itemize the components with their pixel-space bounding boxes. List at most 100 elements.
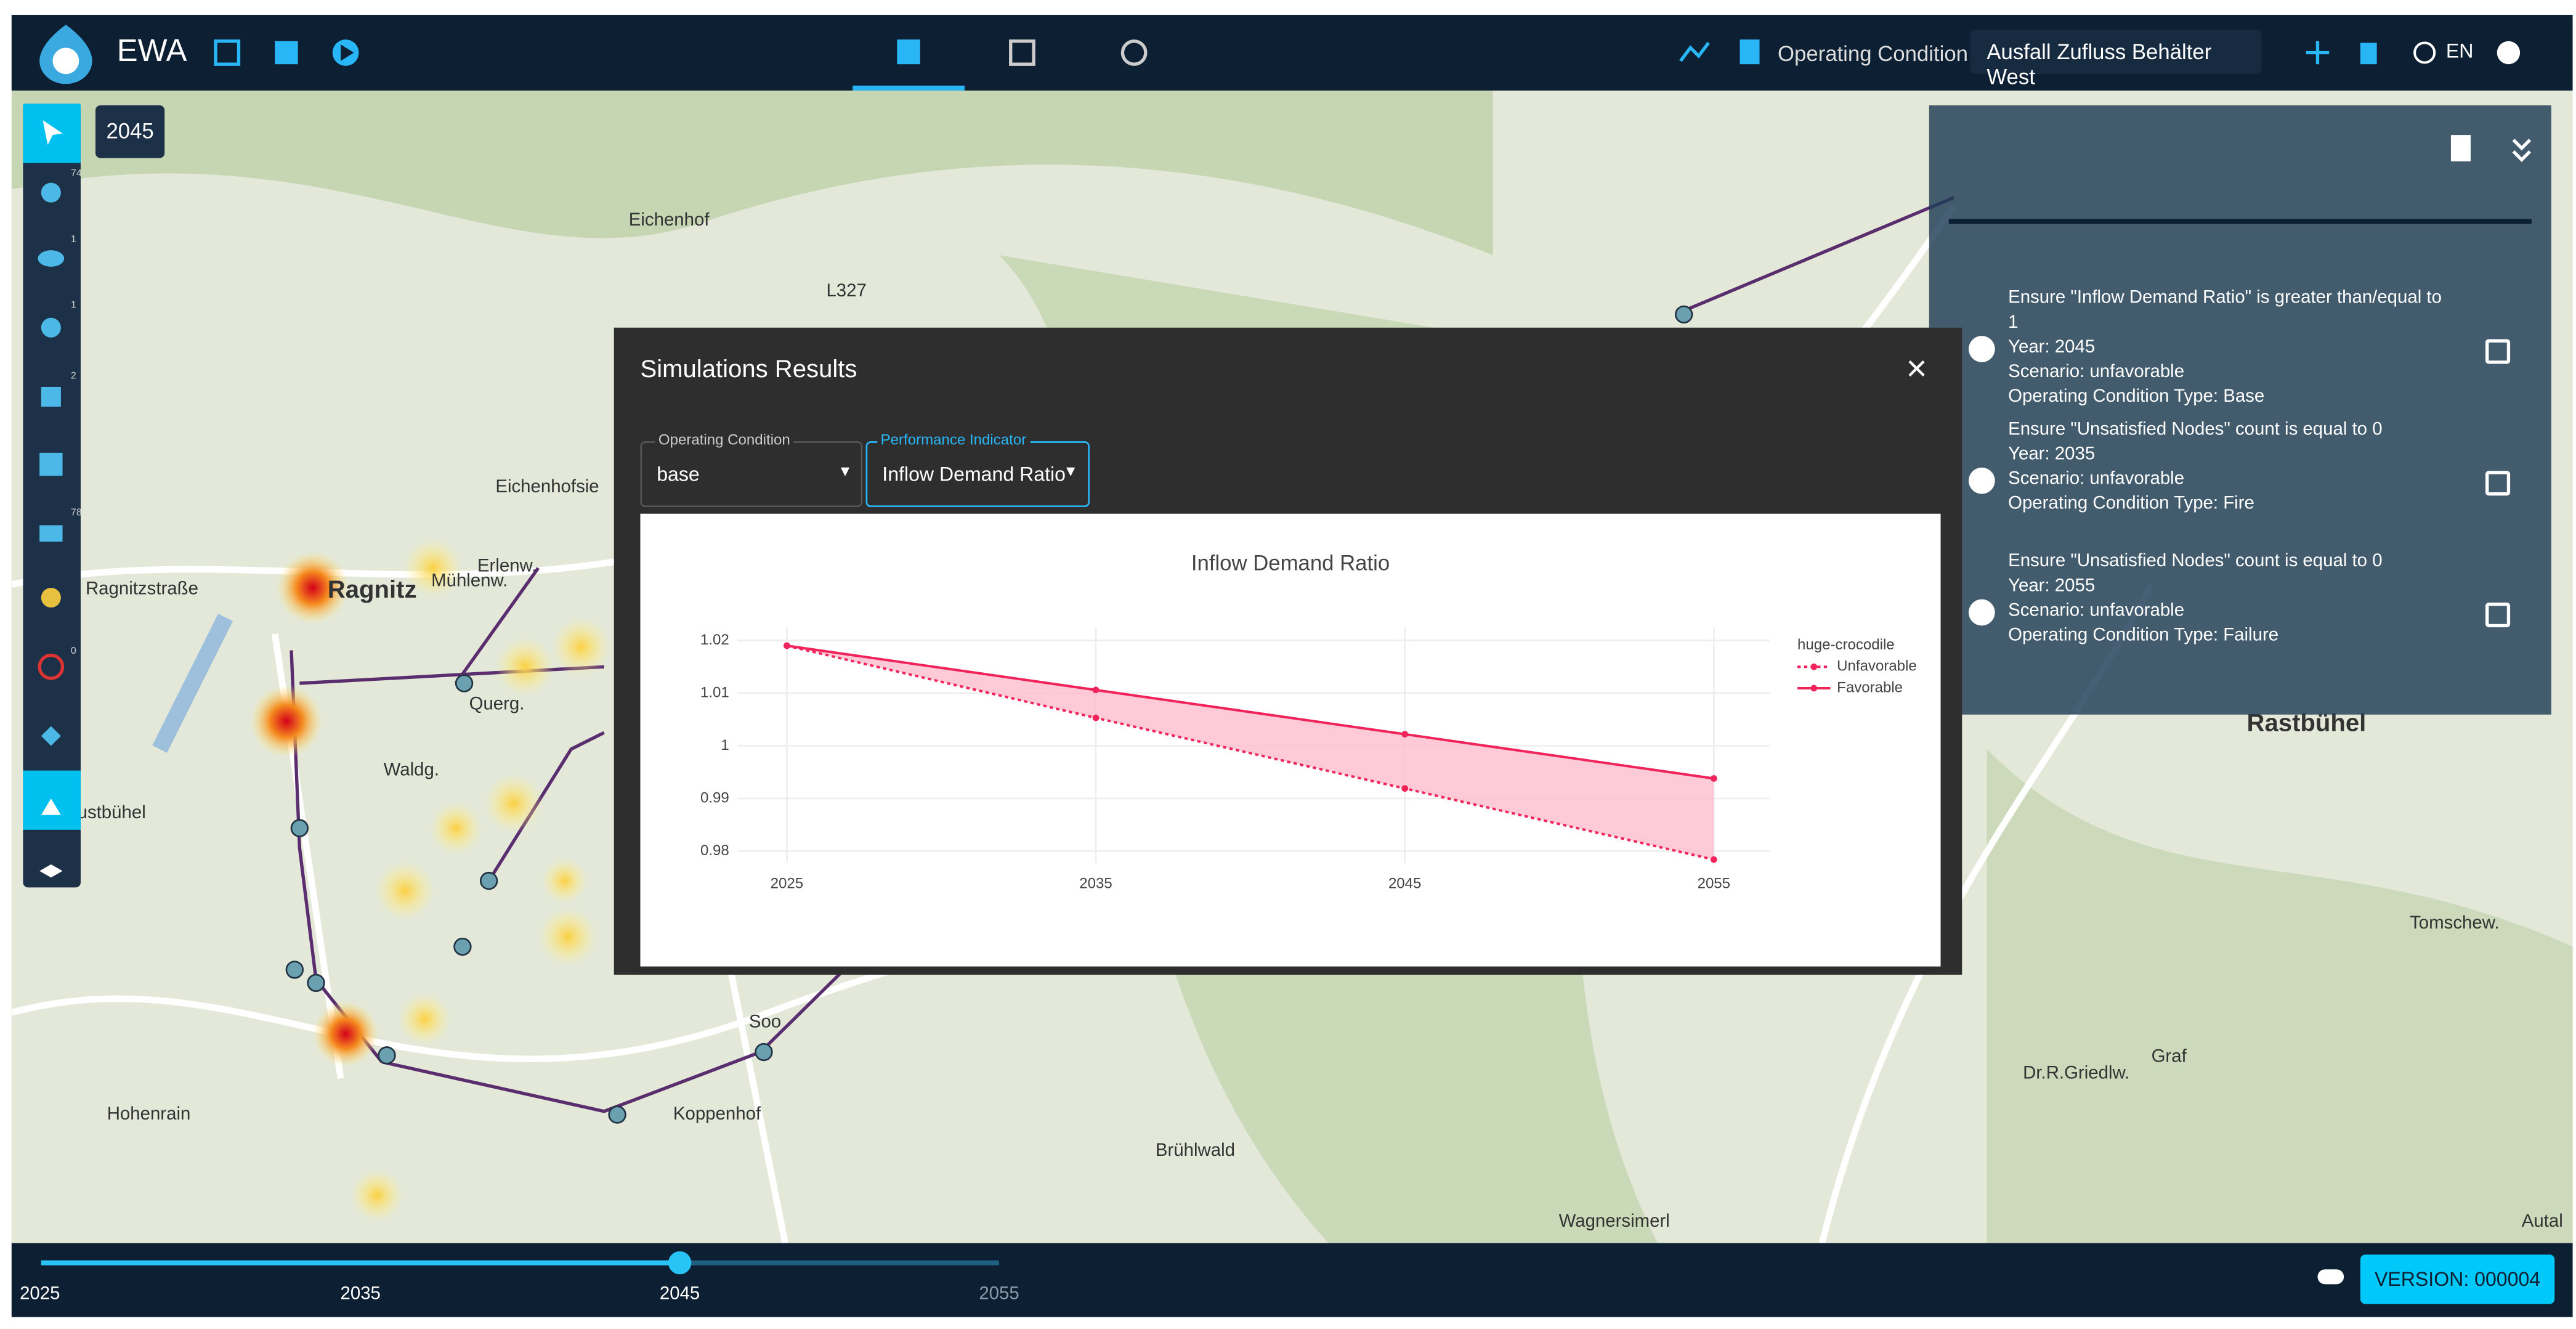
- point: [1401, 785, 1409, 792]
- requirement: Ensure "Inflow Demand Ratio" is greater …: [2008, 287, 2452, 410]
- oc-select[interactable]: Ausfall Zufluss Behälter West: [1970, 30, 2262, 89]
- requirement-line: Scenario: unfavorable: [2008, 601, 2185, 621]
- dialog: Simulations Results × Operating Conditio…: [614, 327, 1962, 975]
- requirement-line: Scenario: unfavorable: [2008, 362, 2185, 382]
- requirement-line: Operating Condition Type: Failure: [2008, 625, 2279, 646]
- oc-value: Ausfall Zufluss Behälter West: [1987, 39, 2212, 89]
- point: [784, 642, 790, 649]
- map-label: Eichenhof: [628, 211, 710, 231]
- active-tab: [853, 85, 965, 91]
- requirement-line: Ensure "Unsatisfied Nodes" count is equa…: [2008, 551, 2383, 572]
- map-label: Brühlwald: [1155, 1140, 1235, 1161]
- count-badge: 1: [70, 301, 76, 312]
- y-tick-label: 1.01: [700, 684, 729, 701]
- map-label: L327: [826, 281, 867, 302]
- chart: Inflow Demand Ratio huge-crocodile 0.98 0…: [640, 513, 1941, 967]
- map-label: Erlenw.: [477, 556, 537, 577]
- requirement-line: Year: 2055: [2008, 576, 2096, 596]
- map-label: Querg.: [469, 694, 525, 715]
- header-icons[interactable]: [1677, 35, 1760, 71]
- version-button[interactable]: VERSION: 000004: [2360, 1254, 2555, 1304]
- field-label: Performance Indicator: [877, 431, 1030, 448]
- tabs[interactable]: [884, 35, 1164, 71]
- requirement-line: Ensure "Unsatisfied Nodes" count is equa…: [2008, 420, 2383, 440]
- checkbox[interactable]: [2485, 471, 2511, 496]
- oc-label: Operating Condition: [1777, 41, 1968, 66]
- thumb: [668, 1251, 692, 1275]
- map-label: Mühlenw.: [431, 571, 508, 591]
- dialog-title: Simulations Results: [640, 356, 857, 384]
- x-tick-label: 2035: [1079, 875, 1112, 892]
- field-value: Inflow Demand Ratio: [882, 462, 1066, 486]
- timeline-label: 2025: [20, 1283, 60, 1303]
- requirements-panel: Ensure "Inflow Demand Ratio" is greater …: [1929, 105, 2551, 715]
- map-label: Dr.R.Griedlw.: [2023, 1063, 2130, 1084]
- map-label: Wagnersimerl: [1558, 1211, 1670, 1232]
- x-tick-label: 2055: [1698, 875, 1730, 892]
- info-icon: [1968, 599, 1995, 626]
- info-icon: [1968, 336, 1995, 362]
- field-label: Operating Condition: [655, 431, 794, 448]
- caret: ▼: [838, 462, 853, 479]
- map-label: Ragnitz: [327, 576, 417, 604]
- language[interactable]: EN: [2445, 39, 2474, 63]
- legend-marker: [1810, 663, 1818, 670]
- point: [1710, 856, 1717, 863]
- panel-actions[interactable]: [2439, 130, 2538, 169]
- timeline[interactable]: 2025 2035 2045 2055: [12, 1243, 1065, 1317]
- map-label: Ragnitzstraße: [85, 579, 198, 599]
- legend-label: Unfavorable: [1837, 658, 1917, 675]
- header-actions[interactable]: [209, 35, 373, 71]
- app: Eichenhof Ragnitz Erlenw. Eichenhofsie Ragni…: [11, 15, 2573, 1317]
- caret: ▼: [1063, 462, 1079, 479]
- requirement-line: Scenario: unfavorable: [2008, 469, 2185, 489]
- header-right[interactable]: [2303, 35, 2550, 71]
- nodes: [285, 305, 1693, 1124]
- requirement: Ensure "Unsatisfied Nodes" count is equa…: [2008, 418, 2452, 517]
- requirement: Ensure "Unsatisfied Nodes" count is equa…: [2008, 550, 2452, 649]
- count-badge: 1: [70, 235, 76, 246]
- field-operating-condition[interactable]: Operating Condition base ▼: [640, 431, 863, 508]
- map-label: Tomschew.: [2410, 914, 2500, 934]
- checkbox[interactable]: [2485, 603, 2511, 628]
- line: [786, 644, 1714, 861]
- forest: [11, 90, 1493, 256]
- line: [787, 644, 1714, 780]
- point: [1710, 775, 1717, 782]
- heatmap: [250, 538, 611, 1222]
- legend-title: huge-crocodile: [1797, 636, 1895, 653]
- map-label: ustbühel: [77, 803, 146, 824]
- timeline-label: 2035: [341, 1283, 381, 1303]
- close-button[interactable]: ×: [1906, 347, 1927, 389]
- point: [1092, 714, 1100, 721]
- pipelines: [290, 196, 1954, 1113]
- y-tick-label: 1.02: [700, 632, 729, 648]
- divider: [1948, 219, 2532, 224]
- checkbox[interactable]: [2485, 339, 2511, 364]
- toggle[interactable]: [2316, 1266, 2349, 1289]
- field-performance-indicator[interactable]: Performance Indicator Inflow Demand Rati…: [865, 431, 1090, 508]
- header: EWA Operating Condition Ausfall Zufluss …: [11, 15, 2573, 91]
- app-name: EWA: [116, 35, 187, 70]
- requirement-line: Year: 2035: [2008, 444, 2096, 465]
- count-badge: 78: [70, 508, 82, 519]
- tool-icons: [38, 120, 65, 878]
- map-label: Eichenhofsie: [495, 477, 599, 498]
- chart-title: Inflow Demand Ratio: [1191, 552, 1390, 575]
- map-label: Graf: [2151, 1047, 2187, 1067]
- field-value: base: [657, 462, 700, 486]
- toolbar: 74 1 1 2 78 0: [23, 104, 82, 888]
- x-tick-label: 2045: [1388, 875, 1421, 892]
- timeline-label: 2055: [979, 1283, 1019, 1303]
- map-label: Autal: [2521, 1211, 2563, 1232]
- point: [1401, 731, 1409, 738]
- x-tick-label: 2025: [771, 875, 803, 892]
- map-label: Soo: [748, 1012, 782, 1033]
- legend-marker: [1810, 685, 1818, 692]
- y-tick-label: 1: [721, 737, 729, 754]
- forest: [1987, 749, 2573, 1243]
- logo: [39, 25, 92, 84]
- requirement-line: Operating Condition Type: Base: [2008, 386, 2265, 407]
